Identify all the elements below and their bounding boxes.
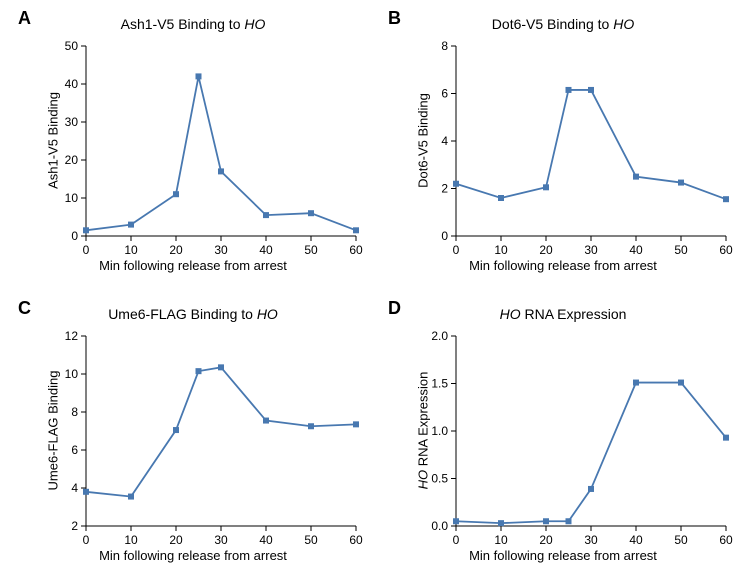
- svg-text:6: 6: [71, 443, 78, 457]
- svg-text:10: 10: [124, 243, 138, 257]
- svg-text:30: 30: [584, 533, 598, 547]
- svg-text:0: 0: [71, 229, 78, 243]
- svg-text:50: 50: [304, 243, 318, 257]
- svg-text:10: 10: [494, 243, 508, 257]
- svg-text:30: 30: [214, 533, 228, 547]
- svg-text:20: 20: [539, 243, 553, 257]
- svg-text:0: 0: [453, 243, 460, 257]
- svg-text:6: 6: [441, 87, 448, 101]
- panel-a-xlabel: Min following release from arrest: [18, 258, 368, 273]
- svg-text:10: 10: [65, 191, 79, 205]
- svg-text:60: 60: [719, 243, 733, 257]
- svg-text:0: 0: [441, 229, 448, 243]
- svg-text:60: 60: [349, 243, 363, 257]
- panel-a: A Ash1-V5 Binding to HO Ash1-V5 Binding …: [18, 8, 368, 288]
- svg-text:30: 30: [584, 243, 598, 257]
- svg-text:40: 40: [65, 77, 79, 91]
- svg-text:8: 8: [441, 39, 448, 53]
- svg-text:60: 60: [719, 533, 733, 547]
- svg-text:60: 60: [349, 533, 363, 547]
- svg-text:40: 40: [629, 243, 643, 257]
- svg-text:20: 20: [169, 533, 183, 547]
- svg-text:50: 50: [65, 39, 79, 53]
- svg-text:1.0: 1.0: [431, 424, 448, 438]
- svg-text:40: 40: [629, 533, 643, 547]
- svg-text:4: 4: [441, 134, 448, 148]
- svg-text:12: 12: [65, 329, 79, 343]
- panel-d-svg: 0 10 20 30 40 50 60 0.0 0.5 1.0 1.5 2.0: [388, 318, 738, 578]
- panel-c: C Ume6-FLAG Binding to HO Ume6-FLAG Bind…: [18, 298, 368, 578]
- svg-text:20: 20: [65, 153, 79, 167]
- panel-c-svg: 0 10 20 30 40 50 60 2 4 6 8 10 12: [18, 318, 368, 578]
- svg-text:50: 50: [674, 243, 688, 257]
- panel-b-xlabel: Min following release from arrest: [388, 258, 738, 273]
- svg-text:50: 50: [304, 533, 318, 547]
- svg-text:0: 0: [83, 533, 90, 547]
- svg-text:2: 2: [441, 182, 448, 196]
- figure: A Ash1-V5 Binding to HO Ash1-V5 Binding …: [0, 0, 739, 583]
- svg-text:0.5: 0.5: [431, 472, 448, 486]
- svg-text:40: 40: [259, 243, 273, 257]
- svg-text:0: 0: [83, 243, 90, 257]
- panel-b-svg: 0 10 20 30 40 50 60 0 2 4 6 8: [388, 28, 738, 288]
- svg-text:20: 20: [169, 243, 183, 257]
- svg-text:20: 20: [539, 533, 553, 547]
- svg-text:4: 4: [71, 481, 78, 495]
- svg-text:30: 30: [214, 243, 228, 257]
- panel-d-xlabel: Min following release from arrest: [388, 548, 738, 563]
- panel-c-xlabel: Min following release from arrest: [18, 548, 368, 563]
- panel-b: B Dot6-V5 Binding to HO Dot6-V5 Binding …: [388, 8, 738, 288]
- svg-text:10: 10: [494, 533, 508, 547]
- panel-a-svg: 0 10 20 30 40 50 60 0 10 20 30 40 50: [18, 28, 368, 288]
- svg-text:40: 40: [259, 533, 273, 547]
- svg-text:0.0: 0.0: [431, 519, 448, 533]
- panel-d: D HO RNA Expression HO RNA Expression 01…: [388, 298, 738, 578]
- svg-text:2.0: 2.0: [431, 329, 448, 343]
- svg-text:50: 50: [674, 533, 688, 547]
- svg-text:1.5: 1.5: [431, 377, 448, 391]
- svg-text:2: 2: [71, 519, 78, 533]
- svg-text:0: 0: [453, 533, 460, 547]
- svg-text:8: 8: [71, 405, 78, 419]
- svg-text:30: 30: [65, 115, 79, 129]
- svg-text:10: 10: [124, 533, 138, 547]
- svg-text:10: 10: [65, 367, 79, 381]
